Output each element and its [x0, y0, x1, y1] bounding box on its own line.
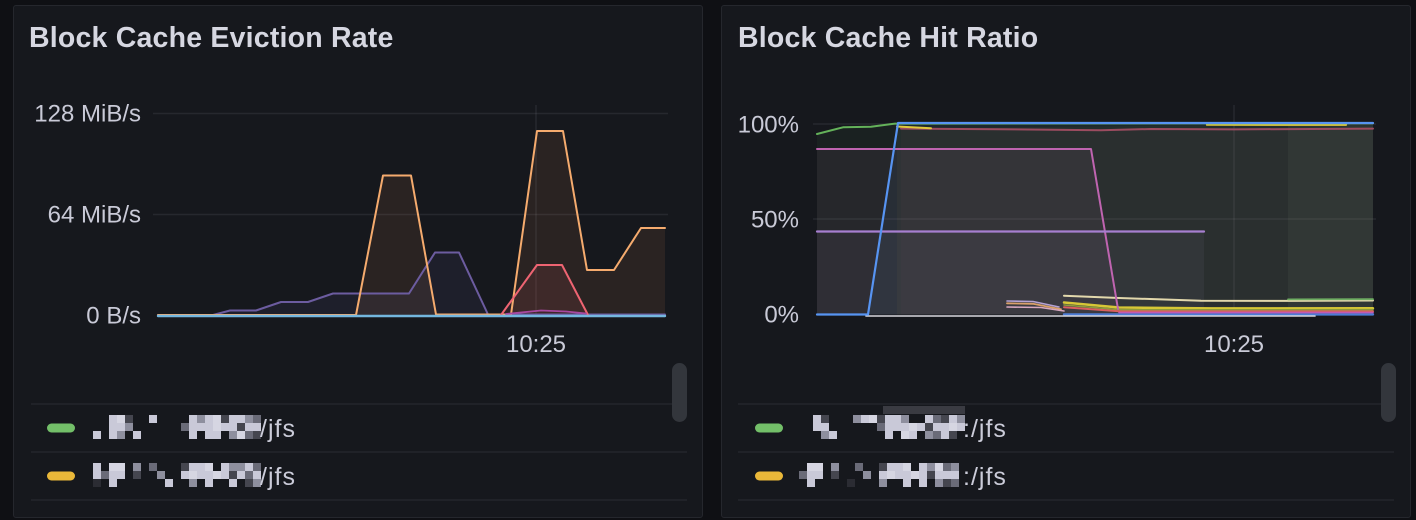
svg-text:/jfs: /jfs: [260, 415, 296, 443]
svg-text::/jfs: :/jfs: [963, 415, 1007, 443]
svg-text:Block Cache Hit Ratio: Block Cache Hit Ratio: [738, 22, 1038, 54]
svg-text:/jfs: /jfs: [260, 463, 296, 491]
svg-text:128 MiB/s: 128 MiB/s: [34, 101, 141, 128]
svg-text:10:25: 10:25: [506, 331, 566, 358]
svg-text:10:25: 10:25: [1204, 331, 1264, 358]
svg-text::/jfs: :/jfs: [963, 463, 1007, 491]
svg-text:64 MiB/s: 64 MiB/s: [48, 202, 141, 229]
svg-text:Block Cache Eviction Rate: Block Cache Eviction Rate: [29, 22, 394, 54]
svg-text:100%: 100%: [738, 112, 799, 139]
svg-text:0 B/s: 0 B/s: [86, 303, 141, 330]
svg-text:0%: 0%: [764, 302, 799, 329]
svg-text:50%: 50%: [751, 207, 799, 234]
